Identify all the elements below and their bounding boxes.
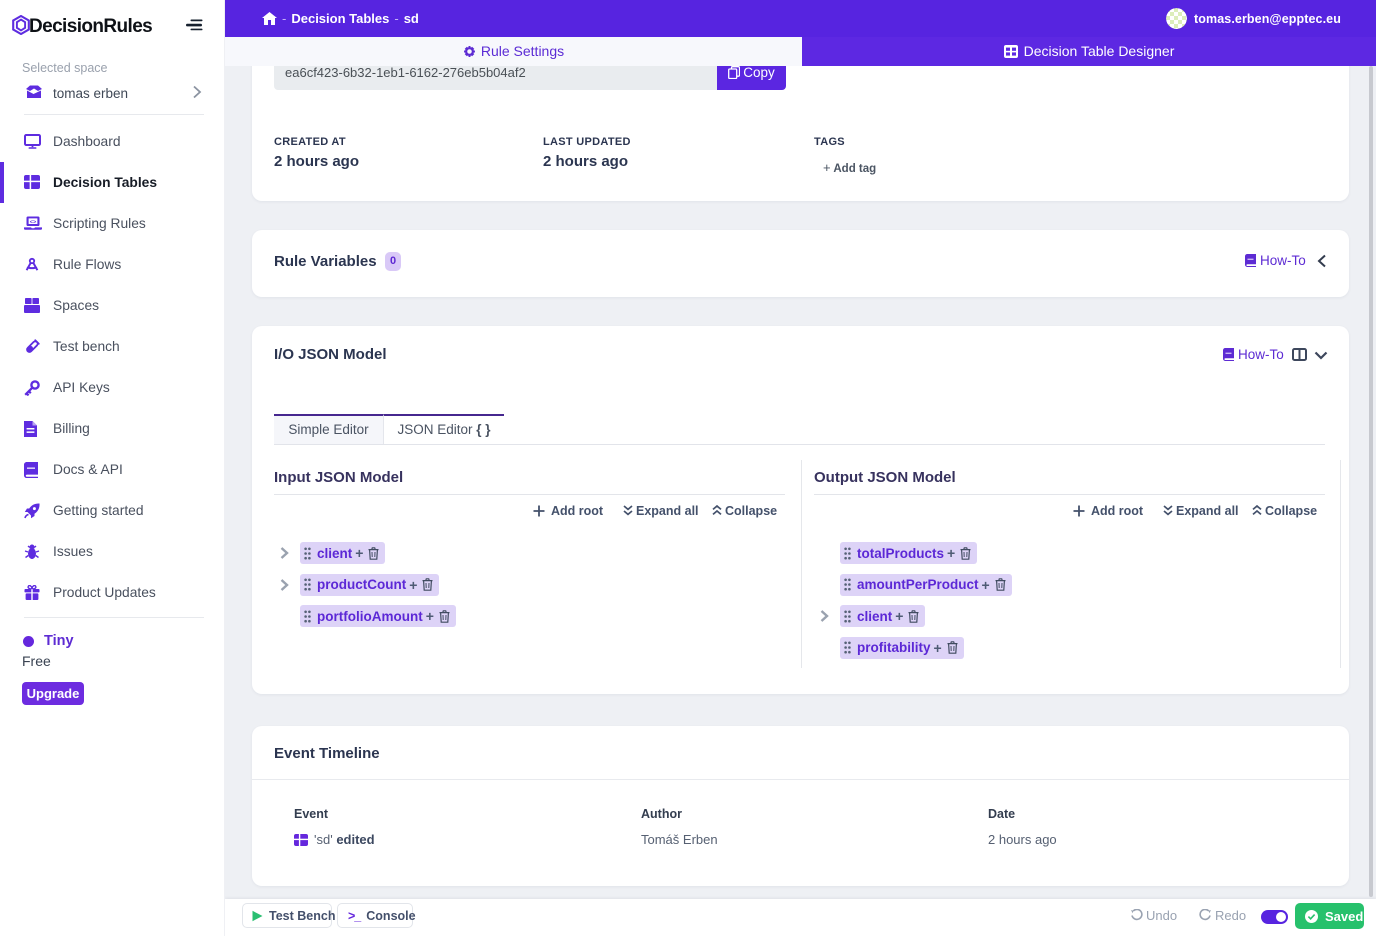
svg-text:<>: <>	[30, 219, 36, 225]
